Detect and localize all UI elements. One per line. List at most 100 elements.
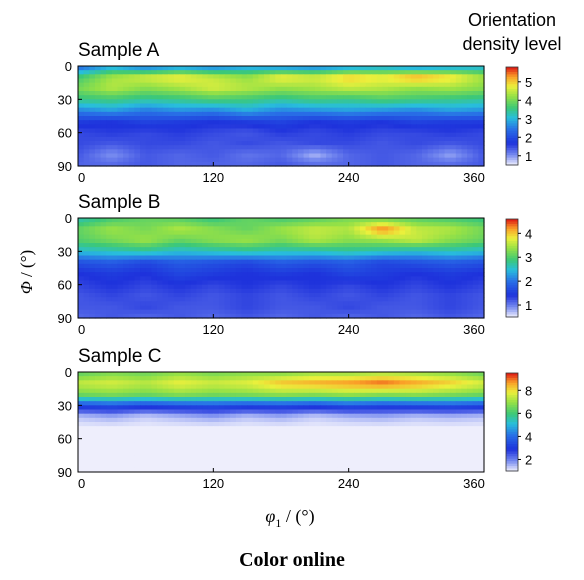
heatmap-cell xyxy=(337,280,344,286)
heatmap-cell xyxy=(472,230,479,236)
heatmap-cell xyxy=(438,107,446,113)
heatmap-cell xyxy=(314,70,322,75)
heatmap-cell xyxy=(365,297,372,302)
heatmap-cell xyxy=(78,116,85,121)
heatmap-cell xyxy=(286,136,293,142)
heatmap-cell xyxy=(185,276,192,282)
heatmap-cell xyxy=(320,272,327,277)
heatmap-cell xyxy=(354,301,361,307)
heatmap-cell xyxy=(337,86,344,92)
heatmap-cell xyxy=(438,238,446,244)
heatmap-cell xyxy=(455,426,463,431)
heatmap-cell xyxy=(247,280,254,286)
heatmap-cell xyxy=(438,120,446,125)
heatmap-cell xyxy=(264,161,271,167)
heatmap-cell xyxy=(168,272,175,277)
heatmap-cell xyxy=(286,247,293,252)
heatmap-cell xyxy=(264,405,271,411)
heatmap-cell xyxy=(241,413,248,419)
heatmap-cell xyxy=(94,145,102,150)
colorbar-segment xyxy=(506,111,518,115)
heatmap-cell xyxy=(78,434,85,440)
heatmap-cell xyxy=(196,284,203,290)
heatmap-cell xyxy=(89,451,96,456)
heatmap-cell xyxy=(326,268,333,273)
heatmap-cell xyxy=(303,288,310,294)
heatmap-cell xyxy=(371,157,378,163)
heatmap-cell xyxy=(393,430,401,436)
heatmap-cell xyxy=(106,82,113,88)
heatmap-cell xyxy=(162,78,169,84)
heatmap-cell xyxy=(230,401,237,406)
heatmap-cell xyxy=(331,284,338,290)
heatmap-cell xyxy=(467,222,474,227)
heatmap-cell xyxy=(331,442,338,448)
heatmap-cell xyxy=(410,255,417,261)
heatmap-cell xyxy=(190,91,198,96)
heatmap-cell xyxy=(207,107,214,113)
heatmap-cell xyxy=(275,434,282,440)
colorbar-segment xyxy=(506,258,518,262)
heatmap-cell xyxy=(247,309,254,315)
heatmap-cell xyxy=(450,234,457,240)
heatmap-cell xyxy=(235,91,243,96)
heatmap-cell xyxy=(416,376,423,381)
heatmap-cell xyxy=(258,263,265,269)
heatmap-cell xyxy=(83,397,90,402)
heatmap-cell xyxy=(151,128,158,134)
heatmap-cell xyxy=(162,288,169,294)
heatmap-cell xyxy=(218,301,226,307)
heatmap-cell xyxy=(123,218,130,223)
heatmap-cell xyxy=(326,380,333,386)
heatmap-cell xyxy=(399,447,406,452)
heatmap-cell xyxy=(348,132,355,138)
heatmap-cell xyxy=(292,124,299,130)
heatmap-cell xyxy=(269,230,276,236)
heatmap-cell xyxy=(247,293,254,298)
heatmap-cell xyxy=(83,161,90,167)
heatmap-cell xyxy=(89,417,96,423)
heatmap-cell xyxy=(190,276,198,282)
heatmap-cell xyxy=(399,95,406,100)
heatmap-cell xyxy=(455,161,463,167)
heatmap-cell xyxy=(354,309,361,315)
heatmap-cell xyxy=(213,218,220,223)
heatmap-cell xyxy=(258,392,265,398)
heatmap-cell xyxy=(269,438,276,444)
heatmap-cell xyxy=(337,438,344,444)
heatmap-cell xyxy=(343,401,350,406)
heatmap-cell xyxy=(269,255,276,261)
heatmap-cell xyxy=(134,91,141,96)
heatmap-cell xyxy=(450,149,457,155)
heatmap-cell xyxy=(78,136,85,142)
heatmap-cell xyxy=(337,272,344,277)
heatmap-cell xyxy=(382,132,389,138)
heatmap-cell xyxy=(173,301,181,307)
heatmap-cell xyxy=(100,132,107,138)
heatmap-cell xyxy=(382,309,389,315)
heatmap-cell xyxy=(252,313,260,319)
heatmap-cell xyxy=(427,218,434,223)
heatmap-cell xyxy=(123,263,130,269)
heatmap-cell xyxy=(421,111,429,117)
heatmap-cell xyxy=(472,276,479,282)
heatmap-cell xyxy=(111,313,119,319)
heatmap-cell xyxy=(128,120,135,125)
heatmap-cell xyxy=(111,128,119,134)
heatmap-cell xyxy=(241,259,248,265)
heatmap-cell xyxy=(224,272,231,277)
heatmap-cell xyxy=(461,447,468,452)
heatmap-cell xyxy=(264,272,271,277)
heatmap-cell xyxy=(297,413,305,419)
heatmap-cell xyxy=(388,309,395,315)
heatmap-cell xyxy=(252,438,260,444)
colorbar-segment xyxy=(506,223,518,227)
heatmap-cell xyxy=(117,66,124,71)
heatmap-cell xyxy=(410,91,417,96)
heatmap-cell xyxy=(388,288,395,294)
heatmap-cell xyxy=(455,442,463,448)
heatmap-cell xyxy=(83,409,90,415)
heatmap-cell xyxy=(106,107,113,113)
heatmap-cell xyxy=(168,157,175,163)
heatmap-cell xyxy=(140,95,147,100)
